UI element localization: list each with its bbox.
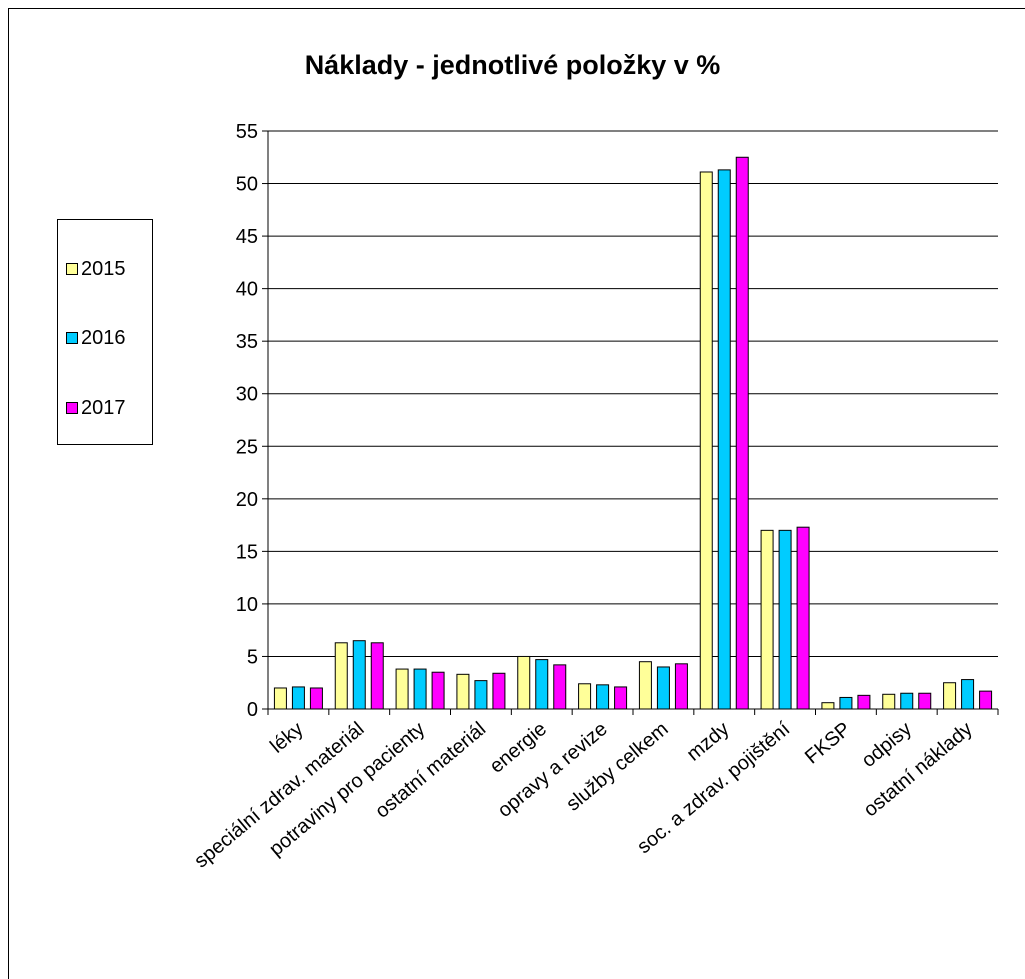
chart-title: Náklady - jednotlivé položky v % [304, 50, 721, 80]
legend-swatch-2017 [66, 402, 78, 414]
bar-2016 [839, 696, 853, 710]
legend-swatch-2016 [66, 332, 78, 344]
bar-2016 [900, 692, 914, 710]
bar-2017 [857, 694, 871, 710]
bar-2016 [291, 686, 305, 710]
y-tick-label: 55 [236, 121, 258, 143]
y-tick-label: 5 [247, 646, 258, 668]
x-category-label: ostatní materiál [371, 718, 490, 823]
x-category-label: léky [266, 718, 307, 758]
y-tick-label: 0 [247, 699, 258, 721]
bar-2017 [431, 671, 445, 710]
legend-item-2016: 2016 [66, 326, 126, 350]
legend-label-2017: 2017 [81, 396, 126, 419]
bar-2016 [413, 668, 427, 710]
y-tick-label: 35 [236, 331, 258, 353]
bar-2016 [474, 680, 488, 710]
bar-2015 [456, 673, 470, 710]
bar-2016 [535, 659, 549, 710]
bar-2017 [918, 692, 932, 710]
bar-2015 [517, 655, 531, 710]
y-tick-label: 50 [236, 174, 258, 196]
legend-item-2017: 2017 [66, 396, 126, 420]
bar-2017 [370, 642, 384, 710]
y-tick-label: 10 [236, 594, 258, 616]
bar-2017 [674, 663, 688, 710]
legend-item-2015: 2015 [66, 257, 126, 281]
legend-label-2016: 2016 [81, 326, 126, 349]
y-tick-label: 20 [236, 489, 258, 511]
legend-swatch-2015 [66, 263, 78, 275]
chart-frame [8, 8, 1025, 979]
bar-2015 [760, 529, 774, 710]
x-category-label: FKSP [801, 718, 855, 768]
bar-2015 [638, 661, 652, 710]
bar-2015 [882, 693, 896, 710]
bar-2017 [979, 690, 993, 710]
bar-2017 [614, 686, 628, 710]
bar-2015 [943, 682, 957, 710]
bar-2015 [273, 687, 287, 710]
bar-2016 [596, 684, 610, 710]
bar-2017 [553, 664, 567, 710]
bar-2015 [578, 683, 592, 710]
bar-2015 [395, 668, 409, 710]
y-tick-label: 25 [236, 436, 258, 458]
x-category-label: ostatní náklady [860, 718, 977, 821]
bar-2017 [735, 156, 749, 710]
bar-2016 [717, 169, 731, 710]
x-category-label: mzdy [683, 718, 734, 766]
y-tick-label: 40 [236, 279, 258, 301]
bar-2017 [492, 672, 506, 710]
y-tick-label: 45 [236, 226, 258, 248]
bar-2017 [796, 526, 810, 710]
bar-2016 [352, 640, 366, 710]
bar-2016 [656, 666, 670, 710]
bar-2015 [334, 642, 348, 710]
bar-2016 [961, 679, 975, 710]
bar-2017 [309, 687, 323, 710]
bar-2016 [778, 529, 792, 710]
bar-2015 [699, 171, 713, 710]
y-tick-label: 15 [236, 541, 258, 563]
bar-2015 [821, 702, 835, 710]
y-tick-label: 30 [236, 384, 258, 406]
legend-label-2015: 2015 [81, 257, 126, 280]
legend: 2015 2016 2017 [57, 219, 153, 445]
x-category-label: opravy a revize [494, 718, 612, 822]
